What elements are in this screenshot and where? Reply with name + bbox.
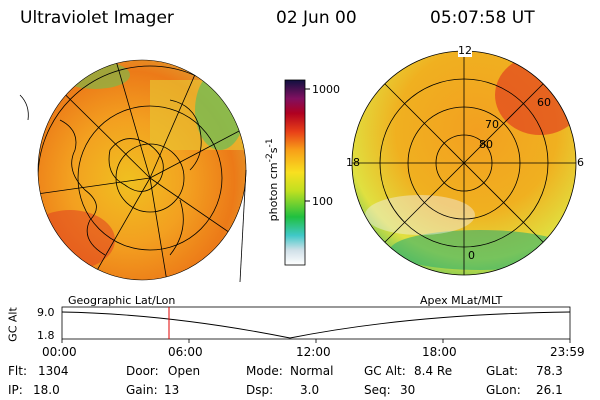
mlat-label-70: 70 [485,118,499,131]
glat-value: 78.3 [536,364,563,378]
altitude-xtick: 23:59 [550,345,585,359]
mlat-label-80: 80 [479,138,493,151]
door-label: Door: [126,364,159,378]
right-panel-caption: Apex MLat/MLT [420,294,503,307]
altitude-xtick: 00:00 [42,345,77,359]
altitude-ytick-min: 1.8 [37,329,55,342]
glon-label: GLon: [486,383,521,397]
mlt-label-12: 12 [458,44,472,57]
glon-value: 26.1 [536,383,563,397]
seq-value: 30 [400,383,416,397]
dsp-value: 3.0 [300,383,320,397]
app-title: Ultraviolet Imager [20,8,174,28]
door-value: Open [168,364,201,378]
mode-label: Mode: [246,364,283,378]
time-label: 05:07:58 UT [430,8,535,28]
gain-label: Gain: [126,383,158,397]
ip-label: IP: [8,383,23,397]
altitude-ytick-max: 9.0 [37,306,55,319]
altitude-xtick: 18:00 [422,345,457,359]
dsp-label: Dsp: [246,383,274,397]
gain-value: 13 [164,383,180,397]
gcalt-label: GC Alt: [364,364,406,378]
gcalt-value: 8.4 Re [414,364,453,378]
date-label: 02 Jun 00 [276,8,357,28]
altitude-xtick: 06:00 [168,345,203,359]
colorbar-tick-100: 100 [312,195,333,208]
altitude-xtick: 12:00 [296,345,331,359]
mlt-label-18: 18 [346,156,360,169]
flt-value: 1304 [38,364,69,378]
mode-value: Normal [290,364,334,378]
altitude-ylabel: GC Alt [6,307,20,342]
seq-label: Seq: [364,383,391,397]
glat-label: GLat: [486,364,519,378]
colorbar-label: photon cm-2s-1 [264,138,280,222]
ip-value: 18.0 [33,383,60,397]
mlt-label-0: 0 [468,249,475,262]
flt-label: Flt: [8,364,27,378]
left-panel-caption: Geographic Lat/Lon [68,294,176,307]
mlat-label-60: 60 [537,96,551,109]
mlt-label-6: 6 [577,156,584,169]
colorbar-tick-1000: 1000 [312,83,340,96]
